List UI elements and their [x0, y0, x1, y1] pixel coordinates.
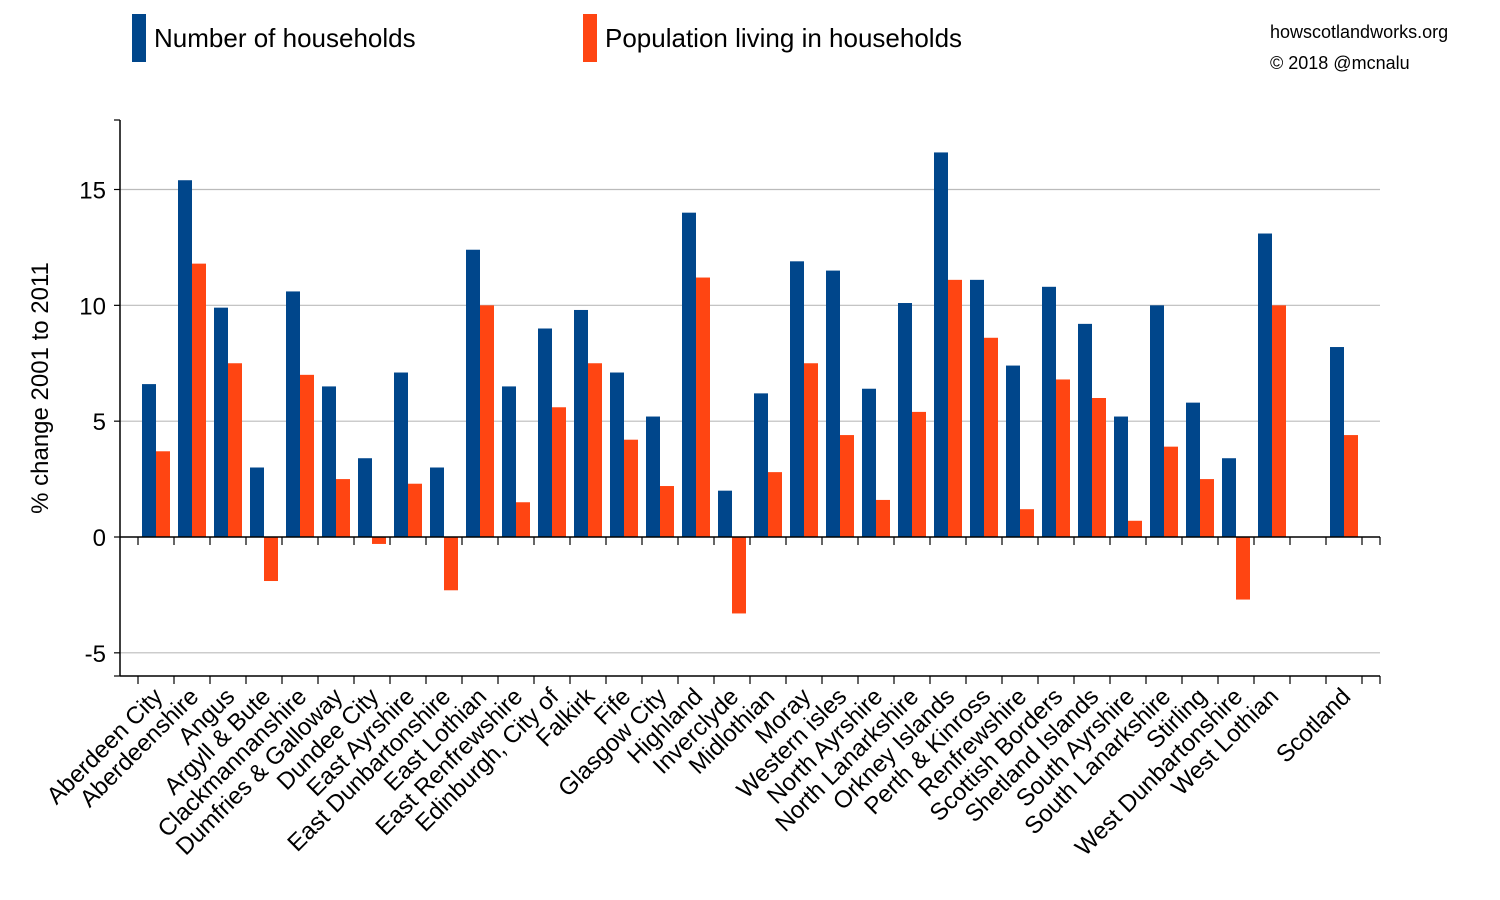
bar-population [732, 537, 746, 614]
bar-population [1236, 537, 1250, 600]
bar-population [1200, 479, 1214, 537]
bar-households [790, 261, 804, 537]
y-axis-title: % change 2001 to 2011 [27, 262, 54, 514]
bar-households [286, 291, 300, 537]
bar-population [624, 439, 638, 537]
bar-households [934, 152, 948, 537]
bar-households [1078, 323, 1092, 537]
bar-population [228, 363, 242, 537]
bar-population [588, 363, 602, 537]
legend-label-households: Number of households [154, 22, 416, 53]
bar-population [1344, 435, 1358, 537]
bar-households [538, 328, 552, 537]
bar-population [948, 279, 962, 537]
bar-households [142, 384, 156, 537]
bar-households [250, 467, 264, 537]
legend-households: Number of households [132, 14, 416, 62]
bar-population [1128, 520, 1142, 537]
bar-population [300, 374, 314, 537]
legend-label-population: Population living in households [605, 22, 963, 53]
y-tick-label: 10 [79, 293, 106, 320]
bar-population [1272, 305, 1286, 537]
x-category-label: Scotland [1271, 683, 1356, 768]
bar-population [1056, 379, 1070, 537]
y-tick-label: 5 [93, 409, 106, 436]
bar-population [372, 537, 386, 544]
bar-population [660, 486, 674, 537]
bar-households [574, 309, 588, 537]
bar-households [610, 372, 624, 537]
bar-population [876, 499, 890, 537]
bar-households [214, 307, 228, 537]
legend-swatch-households [132, 14, 146, 62]
bar-households [178, 180, 192, 537]
bar-population [480, 305, 494, 537]
bar-population [1020, 509, 1034, 537]
credit-site: howscotlandworks.org [1270, 22, 1449, 42]
bar-population [840, 435, 854, 537]
bar-households [718, 490, 732, 537]
bar-population [1164, 446, 1178, 537]
bar-population [192, 263, 206, 537]
bar-households [682, 212, 696, 537]
bar-population [444, 537, 458, 591]
y-tick-label: 0 [93, 525, 106, 552]
bar-households [1150, 305, 1164, 537]
bar-households [754, 393, 768, 537]
bar-households [1258, 233, 1272, 537]
bar-population [264, 537, 278, 582]
bar-households [322, 386, 336, 537]
bar-households [1042, 286, 1056, 537]
bar-households [394, 372, 408, 537]
bar-households [430, 467, 444, 537]
bar-population [1092, 398, 1106, 537]
bar-population [552, 407, 566, 537]
bar-households [1330, 347, 1344, 537]
y-tick-label: 15 [79, 178, 106, 205]
y-tick-label: -5 [85, 641, 106, 668]
legend-swatch-population [583, 14, 597, 62]
bar-households [466, 249, 480, 537]
bar-households [502, 386, 516, 537]
bar-households [970, 279, 984, 537]
legend-population: Population living in households [583, 14, 962, 62]
bar-population [912, 411, 926, 537]
bar-population [984, 337, 998, 537]
bar-households [898, 303, 912, 537]
bar-population [336, 479, 350, 537]
bar-population [696, 277, 710, 537]
bar-households [358, 458, 372, 537]
bar-households [1222, 458, 1236, 537]
bar-households [1114, 416, 1128, 537]
bar-households [1186, 402, 1200, 537]
bar-households [1006, 365, 1020, 537]
bar-population [768, 472, 782, 537]
bar-households [862, 388, 876, 537]
bar-households [826, 270, 840, 537]
bar-population [156, 451, 170, 537]
bar-households [646, 416, 660, 537]
credit-copyright: © 2018 @mcnalu [1270, 53, 1410, 73]
bar-population [804, 363, 818, 537]
bar-population [516, 502, 530, 537]
bar-population [408, 483, 422, 537]
